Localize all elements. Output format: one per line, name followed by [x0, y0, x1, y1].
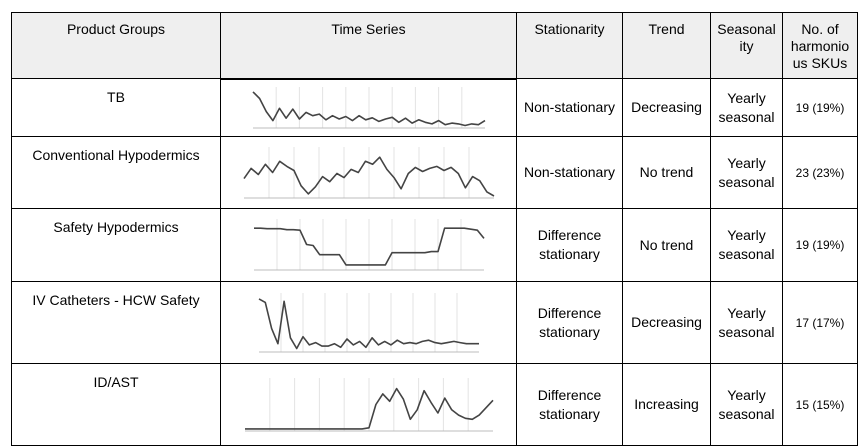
harmonious-skus-cell: 15 (15%): [782, 363, 858, 446]
sparkline-series-line: [251, 91, 485, 127]
trend-cell: Increasing: [622, 363, 711, 446]
sparkline-grid: [268, 377, 469, 431]
product-group-cell: ID/AST: [11, 363, 221, 446]
sparkline-series-line: [258, 297, 479, 349]
seasonality-cell: Yearly seasonal: [710, 78, 783, 137]
header-stationarity: Stationarity: [516, 12, 623, 79]
time-series-sparkline: [258, 292, 479, 352]
product-group-cell: TB: [11, 78, 221, 137]
table-row: TB Non-stationary Decreasing Yearly seaso…: [11, 78, 858, 137]
seasonality-cell: Yearly seasonal: [710, 136, 783, 209]
time-series-sparkline: [253, 219, 485, 271]
sparkline-grid: [268, 146, 469, 198]
product-groups-table: Product Groups Time Series Stationarity …: [11, 12, 858, 446]
time-series-cell: [220, 78, 517, 137]
header-harmonious-skus: No. of harmonio us SKUs: [782, 12, 858, 79]
stationarity-cell: Non-stationary: [516, 136, 623, 209]
sparkline-series-line: [242, 155, 494, 197]
harmonious-skus-cell: 19 (19%): [782, 208, 858, 282]
time-series-cell: [220, 281, 517, 364]
time-series-sparkline: [244, 377, 494, 431]
stationarity-cell: Non-stationary: [516, 78, 623, 137]
product-group-cell: Conventional Hypodermics: [11, 136, 221, 209]
trend-cell: Decreasing: [622, 281, 711, 364]
time-series-sparkline: [251, 86, 485, 129]
stationarity-cell: Difference stationary: [516, 281, 623, 364]
sparkline-series-line: [253, 227, 485, 266]
sparkline-grid: [276, 219, 461, 270]
table-row: IV Catheters - HCW Safety Difference stat…: [11, 281, 858, 364]
harmonious-skus-cell: 17 (17%): [782, 281, 858, 364]
time-series-sparkline: [242, 146, 494, 198]
sparkline-grid: [275, 86, 462, 128]
header-seasonality: Seasonal ity: [710, 12, 783, 79]
stationarity-cell: Difference stationary: [516, 208, 623, 282]
harmonious-skus-cell: 23 (23%): [782, 136, 858, 209]
time-series-cell: [220, 136, 517, 209]
table-row: Conventional Hypodermics Non-stationary …: [11, 136, 858, 209]
seasonality-cell: Yearly seasonal: [710, 363, 783, 446]
trend-cell: No trend: [622, 136, 711, 209]
header-product-groups: Product Groups: [11, 12, 221, 79]
time-series-cell: [220, 208, 517, 282]
product-group-cell: IV Catheters - HCW Safety: [11, 281, 221, 364]
header-time-series: Time Series: [220, 12, 517, 80]
sparkline-series-line: [244, 387, 494, 430]
seasonality-cell: Yearly seasonal: [710, 281, 783, 364]
product-group-cell: Safety Hypodermics: [11, 208, 221, 282]
seasonality-cell: Yearly seasonal: [710, 208, 783, 282]
table-row: Safety Hypodermics Difference stationary …: [11, 208, 858, 282]
header-trend: Trend: [622, 12, 711, 79]
trend-cell: Decreasing: [622, 78, 711, 137]
harmonious-skus-cell: 19 (19%): [782, 78, 858, 137]
time-series-cell: [220, 363, 517, 446]
stationarity-cell: Difference stationary: [516, 363, 623, 446]
table-row: ID/AST Difference stationary Increasing Y…: [11, 363, 858, 446]
trend-cell: No trend: [622, 208, 711, 282]
